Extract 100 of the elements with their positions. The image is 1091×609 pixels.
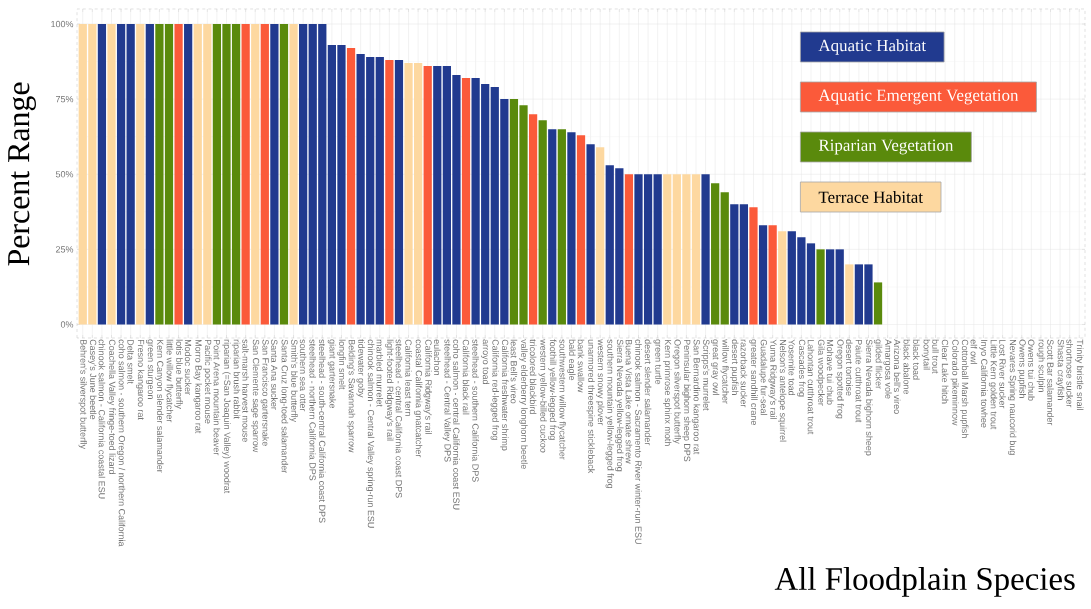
- x-tick-label: unarmored threespine stickleback: [586, 339, 595, 474]
- x-tick-label: California red-legged frog: [490, 339, 499, 440]
- x-tick-label: riparian brush rabbit: [231, 339, 241, 419]
- bar: [768, 225, 777, 325]
- x-tick-label: Sierra Nevada yellow-legged frog: [615, 339, 624, 472]
- bar: [873, 282, 883, 325]
- x-tick-label: Lost River sucker: [999, 339, 1006, 409]
- bar: [826, 249, 835, 325]
- x-tick-label: light-footed Ridgway's rail: [385, 339, 394, 441]
- x-tick-label: Yuma Ridgway's rail: [768, 339, 777, 420]
- x-tick-label: bald eagle: [567, 339, 576, 381]
- text: Aquatic Habitat: [818, 39, 927, 55]
- x-tick-label: foothill yellow-legged frog: [548, 339, 557, 440]
- x-tick-label: Nelson's antelope squirrel: [778, 339, 787, 442]
- x-tick-label: Arizona bell's vireo: [893, 339, 901, 414]
- y-axis-title: Percent Range: [8, 82, 36, 266]
- bar: [749, 207, 758, 325]
- bar: [251, 24, 260, 325]
- bar: [116, 24, 126, 325]
- bar: [596, 147, 605, 325]
- x-tick-label: Point Arena mountain beaver: [213, 339, 221, 456]
- x-tick-label: desert slender salamander: [644, 339, 652, 446]
- x-tick-label: desert tortoise: [846, 339, 853, 396]
- bar: [126, 24, 135, 325]
- x-tick-label: least Bell's vireo: [510, 339, 518, 404]
- x-tick-label: black toad: [913, 339, 920, 380]
- x-tick-label: Trinity bristle snail: [1075, 339, 1084, 410]
- x-tick-label: Yosemite toad: [788, 339, 796, 396]
- x-tick-label: black abalone: [903, 339, 911, 395]
- bar: [461, 78, 471, 325]
- bar: [346, 48, 356, 325]
- x-tick-label: California freshwater shrimp: [500, 339, 509, 451]
- bar: [701, 174, 710, 325]
- x-tick-label: bonytail: [921, 339, 931, 370]
- x-tick-label: Santa Cruz long-toed salamander: [279, 339, 289, 474]
- bar: [835, 249, 844, 325]
- x-tick-label: Kern primrose sphinx moth: [663, 339, 672, 446]
- x-tick-label: gilded flicker: [873, 339, 883, 389]
- x-tick-label: Shasta crayfish: [1055, 339, 1065, 400]
- x-tick-label: razorback sucker: [740, 339, 748, 408]
- x-tick-label: coastal California gnatcatcher: [413, 339, 423, 458]
- bar: [241, 24, 250, 325]
- x-tick-label: California least tern: [405, 339, 412, 416]
- x-tick-label: elf owl: [970, 339, 978, 364]
- bar: [576, 135, 586, 325]
- x-tick-label: greater sandhill crane: [749, 339, 758, 425]
- x-tick-label: California Ridgway's rail: [423, 339, 432, 434]
- x-tick-label: Nevares Spring naucorid bug: [1008, 339, 1017, 455]
- x-tick-label: bank swallow: [577, 339, 585, 393]
- y-tick-label: 50%: [55, 171, 74, 178]
- text: Aquatic Emergent Vegetation: [818, 89, 1019, 105]
- bar: [624, 174, 634, 325]
- x-tick-label: Scott Bar salamander: [1047, 339, 1054, 426]
- y-tick-label: 75%: [56, 95, 74, 103]
- x-tick-label: Oregon spotted frog: [835, 339, 844, 419]
- x-tick-label: arroyo toad: [481, 339, 490, 384]
- x-tick-label: riparian (=San Joaquin Valley) woodrat: [222, 339, 231, 494]
- x-tick-label: Oregon silverspot butterfly: [672, 339, 682, 444]
- x-tick-label: Sierra Nevada bighorn sheep: [864, 339, 873, 456]
- x-tick-label: Little Kern golden trout: [988, 339, 998, 430]
- x-tick-label: Modoc sucker: [184, 339, 192, 395]
- bar: [136, 24, 145, 325]
- x-tick-label: marbled murrelet: [376, 339, 384, 407]
- x-tick-label: Santa Ana sucker: [271, 339, 278, 410]
- x-tick-label: chinook salmon - California coastal ESU: [98, 339, 106, 499]
- x-tick-label: steelhead - Central Valley DPS: [442, 339, 452, 462]
- x-tick-label: Coachella Valley fringe-toed lizard: [107, 339, 116, 474]
- x-tick-label: Smith's blue butterfly: [289, 339, 298, 423]
- bar: [279, 24, 289, 325]
- x-tick-label: green turtle: [653, 339, 662, 385]
- x-tick-label: longfin smelt: [337, 339, 346, 390]
- bar: [394, 60, 404, 325]
- x-tick-label: shortnose sucker: [1066, 339, 1073, 408]
- x-tick-label: western snowy plover: [596, 339, 605, 426]
- y-tick-label: 100%: [51, 20, 74, 28]
- x-tick-label: Pacific pocket mouse: [203, 339, 212, 424]
- bar: [97, 24, 107, 325]
- bar: [730, 204, 739, 325]
- x-tick-label: Buena Vista Lake ornate shrew: [625, 339, 633, 464]
- x-tick-label: rough sculpin: [1036, 339, 1046, 392]
- bar: [816, 249, 825, 325]
- x-tick-label: Gila woodpecker: [816, 339, 825, 406]
- x-tick-label: great gray owl: [710, 339, 720, 395]
- x-tick-label: chinook salmon - Central Valley spring-run ESU: [366, 339, 375, 528]
- x-tick-label: steelhead - southern California DPS: [472, 339, 479, 482]
- x-tick-label: Colorado pikeminnow: [950, 339, 959, 426]
- bar: [739, 204, 749, 325]
- bar: [145, 24, 154, 325]
- text: Riparian Vegetation: [818, 139, 954, 155]
- bar: [567, 132, 576, 325]
- x-tick-label: steelhead - south-central California coast DPS: [319, 339, 326, 523]
- x-tick-label: California black rail: [462, 339, 470, 415]
- x-tick-label: Delta smelt: [127, 339, 134, 384]
- x-tick-label: steelhead - central California coast DPS: [395, 339, 403, 498]
- x-tick-label: Cascades frog: [797, 339, 806, 397]
- bar: [528, 114, 538, 325]
- x-tick-label: southern mountain yellow-legged frog: [605, 339, 614, 489]
- x-tick-label: Inyo California towhee: [979, 340, 988, 428]
- bar: [289, 24, 298, 325]
- x-tick-label: Scripps's murrelet: [701, 339, 710, 411]
